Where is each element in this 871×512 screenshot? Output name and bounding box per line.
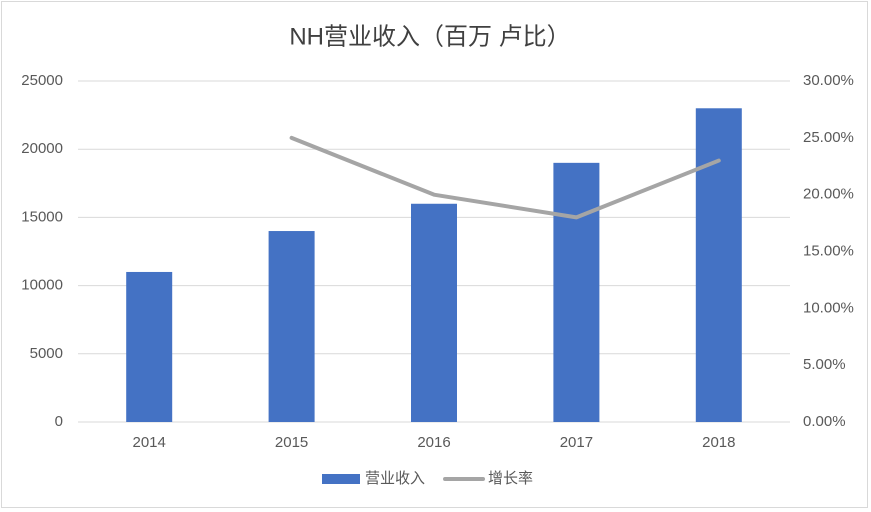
legend-swatch <box>322 474 360 484</box>
x-tick-label: 2017 <box>560 434 593 451</box>
y2-tick-label: 25.00% <box>803 129 854 146</box>
legend-label: 营业收入 <box>365 470 425 487</box>
y-tick-label: 15000 <box>21 208 63 225</box>
chart-title: NH营业收入（百万 卢比） <box>289 23 570 50</box>
x-tick-label: 2018 <box>702 434 735 451</box>
line <box>289 135 721 220</box>
x-tick-label: 2015 <box>275 434 308 451</box>
y-tick-label: 10000 <box>21 277 63 294</box>
x-tick-label: 2014 <box>133 434 166 451</box>
bar <box>695 108 742 422</box>
y2-tick-label: 15.00% <box>803 242 854 259</box>
bar <box>553 162 600 422</box>
x-tick-label: 2016 <box>417 434 450 451</box>
y-tick-label: 5000 <box>30 345 63 362</box>
legend-label: 增长率 <box>488 470 533 487</box>
y2-tick-label: 5.00% <box>803 356 846 373</box>
bar <box>126 271 173 422</box>
y-tick-label: 25000 <box>21 72 63 89</box>
y2-tick-label: 0.00% <box>803 413 846 430</box>
bar <box>411 203 457 422</box>
y2-tick-label: 10.00% <box>803 299 854 316</box>
bar <box>268 231 315 422</box>
y2-tick-label: 20.00% <box>803 186 854 203</box>
y2-tick-label: 30.00% <box>803 72 854 89</box>
y-tick-label: 0 <box>55 413 63 430</box>
y-tick-label: 20000 <box>21 140 63 157</box>
